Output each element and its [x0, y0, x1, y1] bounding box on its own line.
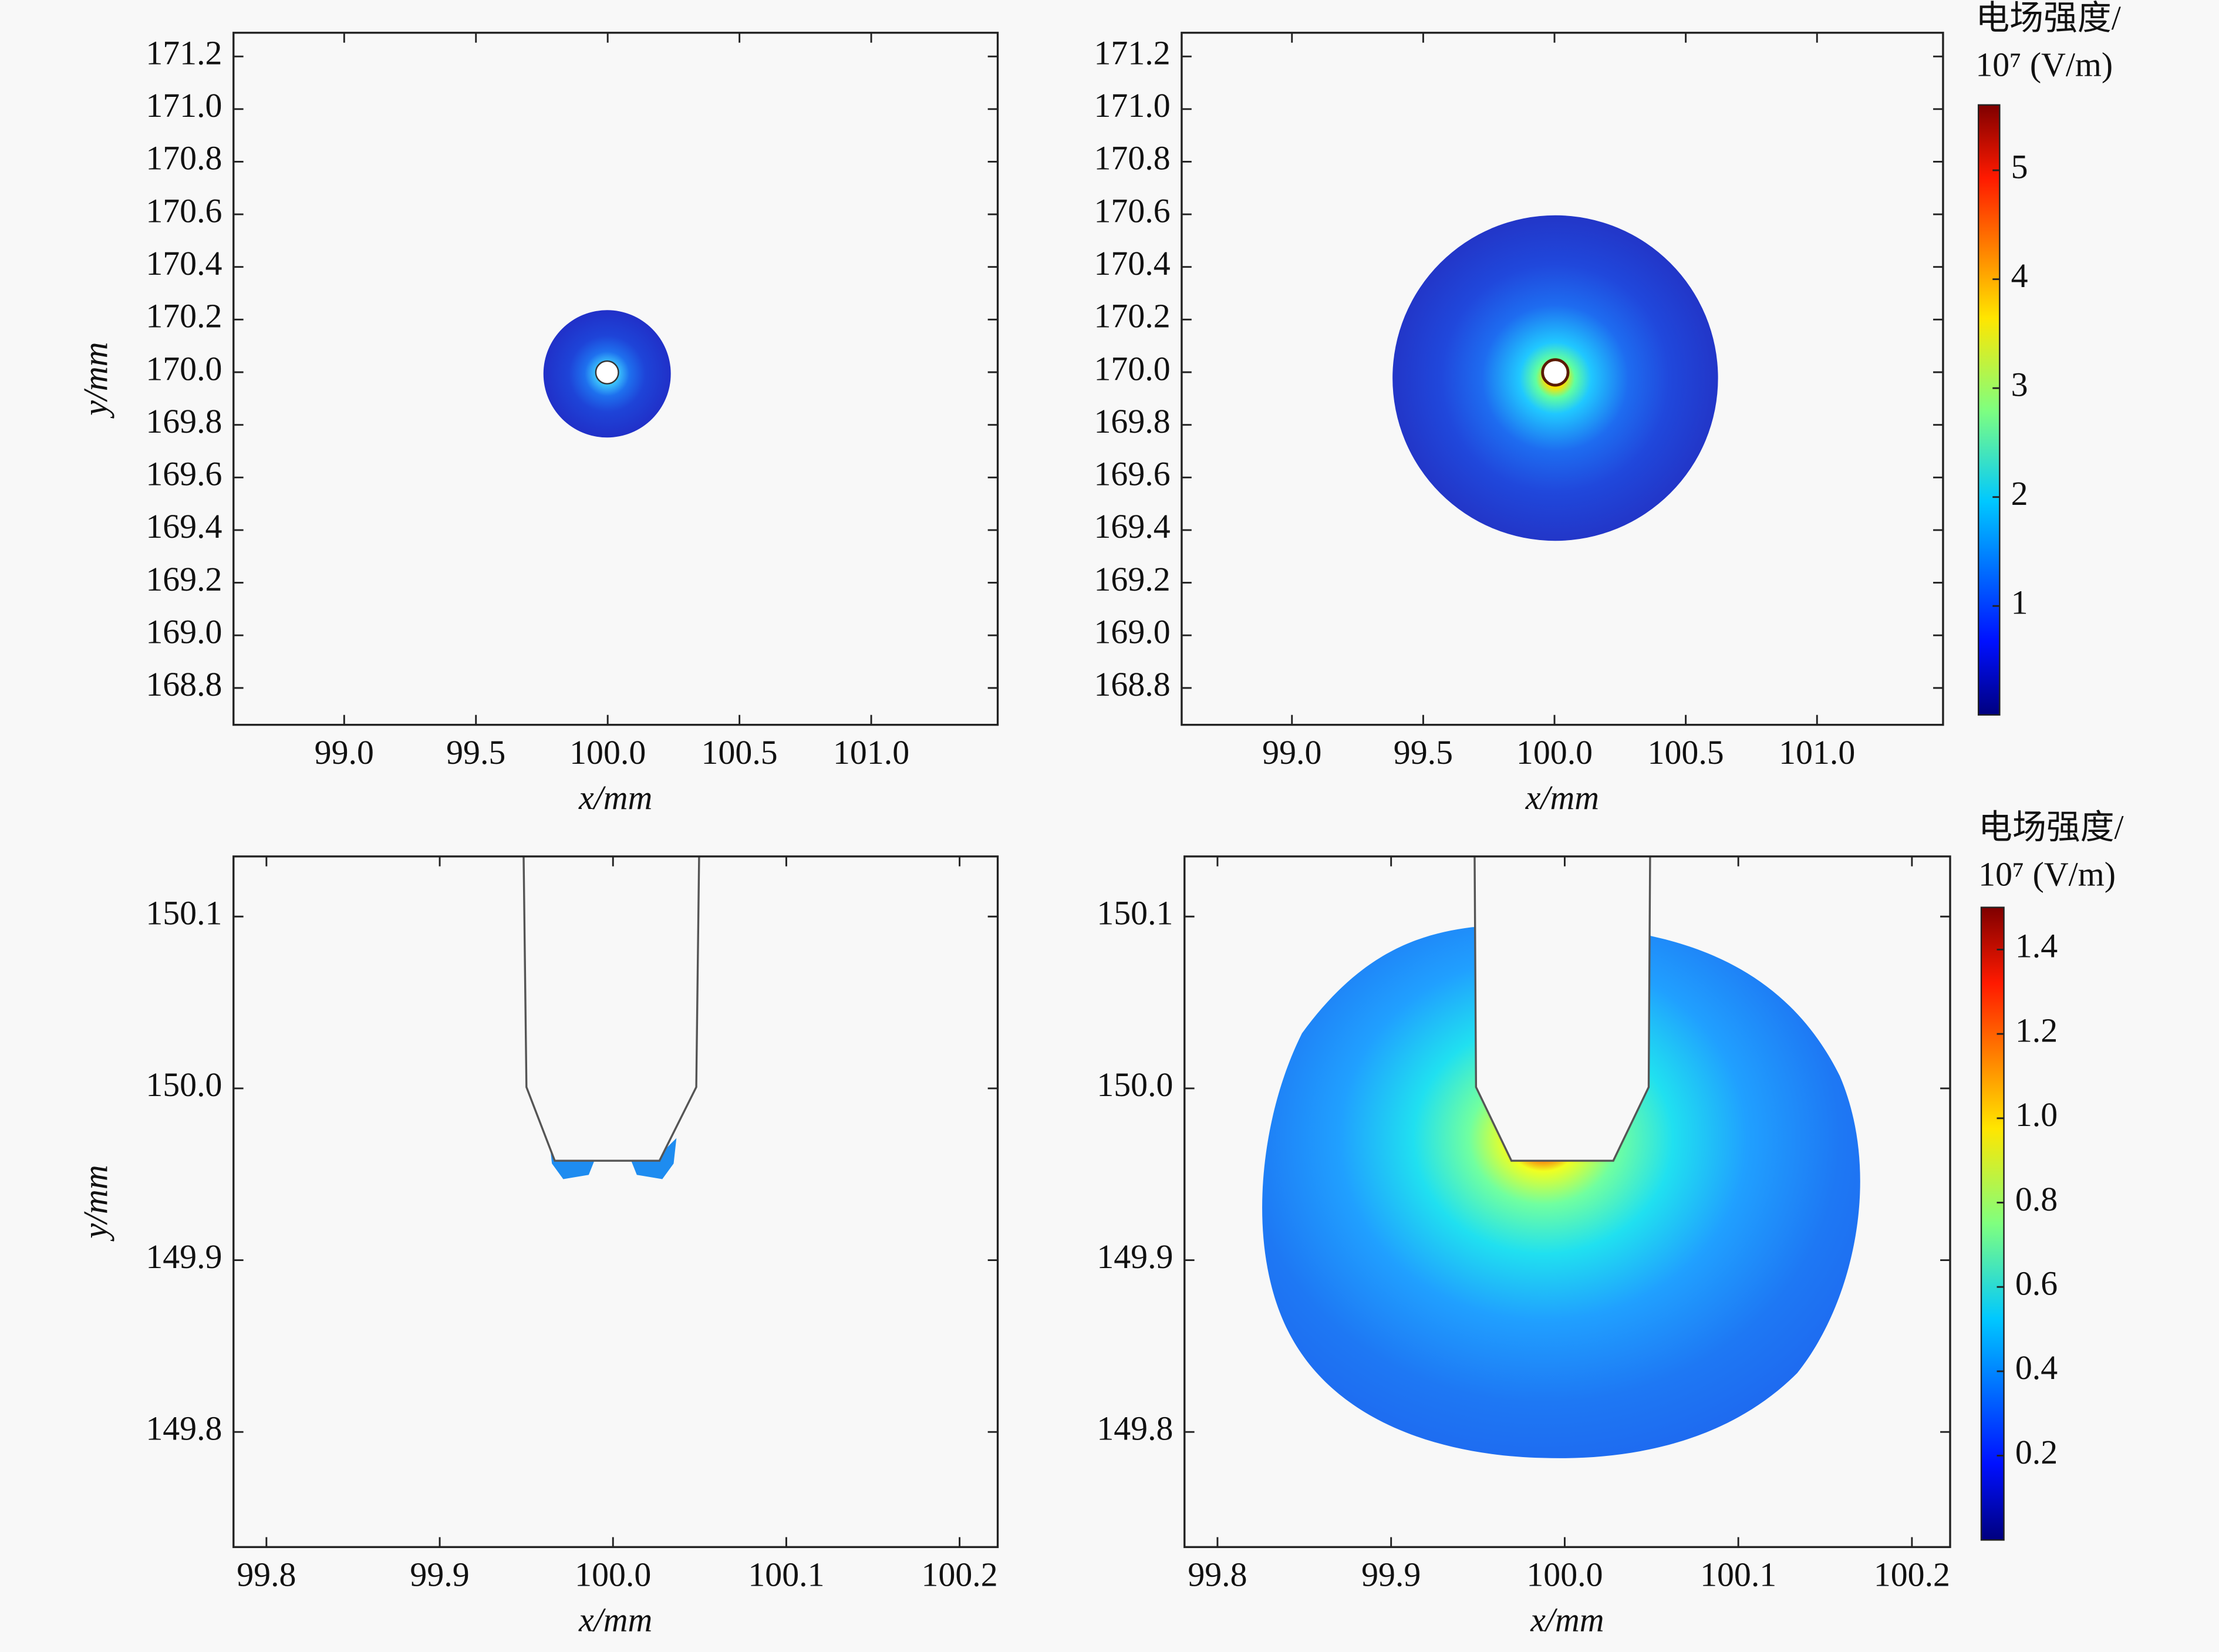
- y-axis-label: y/mm: [76, 342, 114, 419]
- x-tick-label: 100.2: [922, 1556, 998, 1594]
- y-tick-label: 169.4: [146, 507, 222, 545]
- x-tick-label: 99.8: [1188, 1556, 1247, 1594]
- colorbar-tick-label: 0.6: [2015, 1264, 2058, 1302]
- plot-frame: [1181, 32, 1944, 726]
- y-tick-label: 150.0: [1097, 1066, 1173, 1104]
- colorbar-title: 10⁷ (V/m): [1978, 855, 2116, 893]
- x-axis-label: x/mm: [578, 1601, 652, 1639]
- y-tick-label: 171.0: [1094, 86, 1171, 124]
- y-tick-label: 168.8: [146, 665, 222, 703]
- x-tick-label: 99.0: [1262, 733, 1321, 771]
- x-tick-label: 100.0: [1526, 1556, 1603, 1594]
- y-tick-label: 169.8: [146, 402, 222, 440]
- y-tick-label: 171.0: [146, 86, 222, 124]
- plot-frame: [1183, 855, 1951, 1548]
- field-bottom-left: [522, 856, 700, 1179]
- y-tick-label: 170.4: [146, 244, 222, 282]
- colorbar-title: 电场强度/: [1978, 808, 2124, 847]
- y-tick-label: 169.2: [1094, 560, 1171, 598]
- field-region: [549, 1138, 677, 1179]
- colorbar-tick-label: 0.2: [2015, 1433, 2058, 1471]
- x-tick-label: 99.5: [446, 733, 505, 771]
- colorbar-tick-label: 1: [2011, 584, 2028, 622]
- colorbar-tick-label: 1.0: [2015, 1095, 2058, 1134]
- conductor: [1541, 358, 1570, 387]
- y-tick-label: 170.0: [1094, 349, 1171, 387]
- y-axis-label: y/mm: [76, 1165, 114, 1241]
- y-tick-label: 170.2: [1094, 297, 1171, 335]
- x-tick-label: 99.9: [1361, 1556, 1421, 1594]
- colorbar-tick-label: 1.4: [2015, 927, 2058, 965]
- x-tick-label: 101.0: [833, 733, 909, 771]
- y-tick-label: 169.0: [1094, 613, 1171, 651]
- x-tick-label: 100.2: [1874, 1556, 1950, 1594]
- y-tick-label: 170.8: [1094, 139, 1171, 177]
- x-tick-label: 99.0: [315, 733, 374, 771]
- y-axis-label: y/mm: [76, 342, 114, 419]
- y-tick-label: 171.2: [1094, 33, 1171, 72]
- y-tick-label: 149.8: [1097, 1409, 1173, 1447]
- field-bottom-right: [1262, 856, 1860, 1458]
- field-top-left: [543, 310, 671, 438]
- y-tick-label: 150.0: [146, 1066, 222, 1104]
- y-tick-label: 170.0: [146, 349, 222, 387]
- y-tick-label: 169.4: [1094, 507, 1171, 545]
- x-tick-label: 99.5: [1394, 733, 1453, 771]
- colorbar-tick-label: 2: [2011, 474, 2028, 513]
- field-region: [1262, 925, 1860, 1458]
- y-tick-label: 169.8: [1094, 402, 1171, 440]
- x-tick-label: 99.8: [237, 1556, 296, 1594]
- y-tick-label: 169.0: [146, 613, 222, 651]
- x-tick-label: 100.1: [1700, 1556, 1776, 1594]
- y-tick-label: 149.9: [1097, 1238, 1173, 1276]
- x-tick-label: 100.0: [569, 733, 646, 771]
- x-axis-label: x/mm: [1525, 778, 1599, 817]
- y-tick-label: 169.6: [146, 455, 222, 493]
- x-tick-label: 100.0: [575, 1556, 651, 1594]
- colorbar-tick-label: 3: [2011, 365, 2028, 403]
- y-tick-label: 170.4: [1094, 244, 1171, 282]
- field-top-right: [1392, 215, 1718, 541]
- colorbar: [1977, 104, 2001, 716]
- colorbar-title: 10⁷ (V/m): [1975, 45, 2113, 83]
- colorbar-tick-label: 0.4: [2015, 1348, 2058, 1387]
- x-axis-label: x/mm: [578, 778, 652, 817]
- x-tick-label: 100.1: [748, 1556, 824, 1594]
- colorbar-tick-label: 0.8: [2015, 1180, 2058, 1218]
- x-tick-label: 99.9: [410, 1556, 469, 1594]
- x-tick-label: 101.0: [1779, 733, 1855, 771]
- y-tick-label: 170.6: [146, 191, 222, 230]
- x-tick-label: 100.5: [702, 733, 778, 771]
- y-tick-label: 170.2: [146, 297, 222, 335]
- plot-frame: [232, 32, 999, 726]
- colorbar-title: 电场强度/: [1975, 0, 2121, 37]
- x-tick-label: 100.0: [1516, 733, 1593, 771]
- y-tick-label: 170.8: [146, 139, 222, 177]
- y-tick-label: 171.2: [146, 33, 222, 72]
- x-axis-label: x/mm: [1530, 1601, 1604, 1639]
- electrode: [1473, 856, 1651, 1162]
- colorbar: [1980, 906, 2005, 1541]
- y-tick-label: 150.1: [1097, 894, 1173, 932]
- y-tick-label: 149.8: [146, 1409, 222, 1447]
- colorbar-tick-label: 5: [2011, 147, 2028, 186]
- electrode: [522, 856, 700, 1162]
- y-tick-label: 150.1: [146, 894, 222, 932]
- plot-frame: [232, 855, 999, 1548]
- y-tick-label: 169.2: [146, 560, 222, 598]
- y-tick-label: 170.6: [1094, 191, 1171, 230]
- colorbar-tick-label: 4: [2011, 257, 2028, 295]
- y-tick-label: 168.8: [1094, 665, 1171, 703]
- y-tick-label: 149.9: [146, 1238, 222, 1276]
- colorbar-tick-label: 1.2: [2015, 1011, 2058, 1049]
- y-axis-label: y/mm: [76, 1165, 114, 1241]
- y-tick-label: 169.6: [1094, 455, 1171, 493]
- conductor: [595, 360, 619, 385]
- x-tick-label: 100.5: [1648, 733, 1724, 771]
